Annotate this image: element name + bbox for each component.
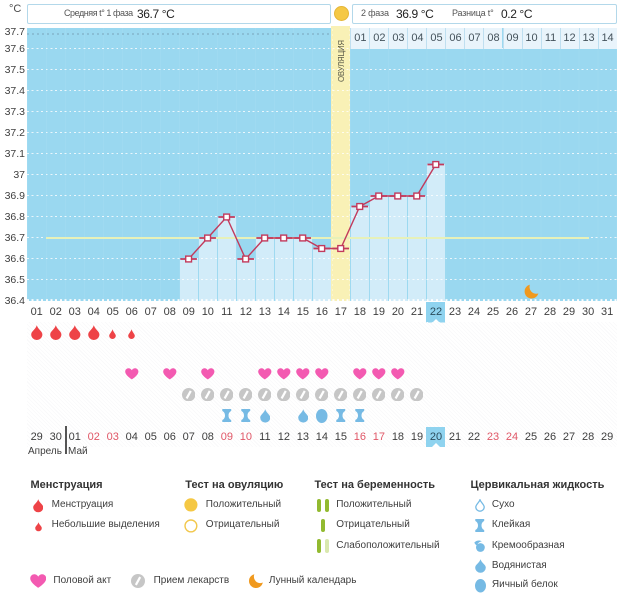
svg-text:ОВУЛЯЦИЯ: ОВУЛЯЦИЯ <box>337 40 346 82</box>
